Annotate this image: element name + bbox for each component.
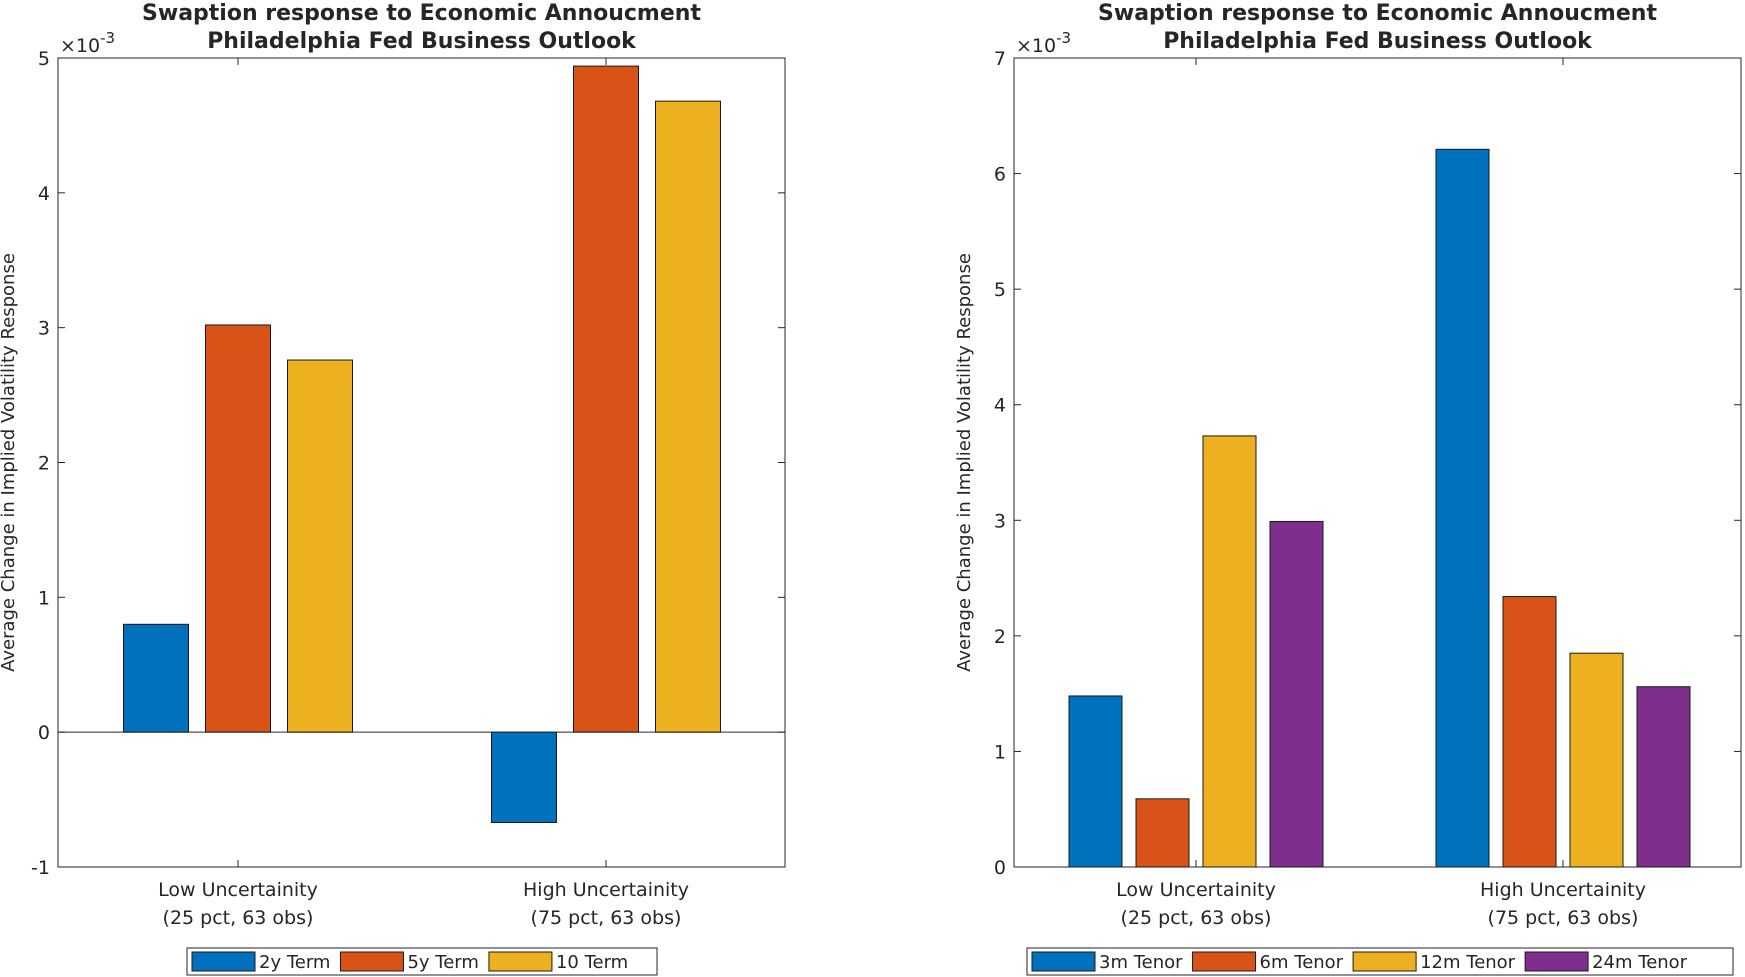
bar <box>1435 148 1490 868</box>
left-chart: Swaption response to Economic Annoucment… <box>0 1 786 976</box>
y-tick-label: 5 <box>38 48 50 70</box>
y-axis-label: Average Change in Implied Volatility Res… <box>954 253 975 672</box>
plot-area <box>1013 57 1742 868</box>
legend-entry: 24m Tenor <box>1592 952 1688 973</box>
y-tick-label: 2 <box>994 626 1006 648</box>
x-tick-sublabel: (25 pct, 63 obs) <box>163 907 314 929</box>
y-tick-label: -1 <box>31 857 50 879</box>
bar <box>1068 695 1123 868</box>
bar <box>287 359 353 733</box>
bar <box>123 623 189 733</box>
bar <box>655 100 721 733</box>
y-exponent-label: ×10-3 <box>60 29 115 57</box>
x-tick-label: High Uncertainity <box>1480 879 1646 901</box>
x-tick-sublabel: (75 pct, 63 obs) <box>531 907 682 929</box>
x-tick-sublabel: (75 pct, 63 obs) <box>1488 907 1639 929</box>
bar <box>205 324 271 733</box>
legend-swatch <box>1192 951 1257 972</box>
chart-subtitle: Philadelphia Fed Business Outlook <box>207 29 637 54</box>
y-axis-label: Average Change in Implied Volatility Res… <box>0 253 19 672</box>
chart-title: Swaption response to Economic Annoucment <box>142 1 701 26</box>
y-tick-label: 5 <box>994 279 1006 301</box>
legend-entry: 6m Tenor <box>1260 952 1344 973</box>
y-tick-label: 0 <box>38 722 50 744</box>
y-tick-label: 4 <box>38 183 50 205</box>
y-tick-label: 0 <box>994 857 1006 879</box>
chart-title: Swaption response to Economic Annoucment <box>1098 1 1657 26</box>
bar <box>1502 596 1557 868</box>
y-tick-label: 3 <box>994 510 1006 532</box>
y-exponent-base: ×10 <box>60 35 100 57</box>
y-tick-label: 2 <box>38 453 50 475</box>
legend-entry: 5y Term <box>407 952 478 973</box>
legend-entry: 12m Tenor <box>1420 952 1516 973</box>
y-tick-label: 6 <box>994 164 1006 186</box>
y-exponent-power: -3 <box>1056 29 1071 47</box>
y-tick-label: 1 <box>38 587 50 609</box>
y-tick-label: 1 <box>994 741 1006 763</box>
legend-entry: 10 Term <box>556 952 628 973</box>
x-tick-label: Low Uncertainity <box>158 879 318 901</box>
right-chart: Swaption response to Economic Annoucment… <box>954 1 1742 976</box>
legend-swatch <box>1031 951 1096 972</box>
y-tick-label: 3 <box>38 318 50 340</box>
bar <box>1569 652 1624 868</box>
legend-entry: 2y Term <box>259 952 330 973</box>
legend-box <box>186 947 658 976</box>
legend: 2y Term 5y Term 10 Term <box>186 947 658 976</box>
legend-swatch <box>1352 951 1417 972</box>
bar <box>573 65 639 733</box>
legend-swatch <box>191 951 256 972</box>
bar <box>1636 686 1691 868</box>
x-tick-sublabel: (25 pct, 63 obs) <box>1121 907 1272 929</box>
bar <box>1135 798 1190 868</box>
x-tick-label: High Uncertainity <box>523 879 689 901</box>
y-exponent-power: -3 <box>100 29 115 47</box>
legend-entry: 3m Tenor <box>1099 952 1183 973</box>
legend: 3m Tenor 6m Tenor 12m Tenor 24m Tenor <box>1026 947 1734 976</box>
x-tick-label: Low Uncertainity <box>1116 879 1276 901</box>
y-exponent-label: ×10-3 <box>1016 29 1071 57</box>
chart-subtitle: Philadelphia Fed Business Outlook <box>1163 29 1593 54</box>
legend-swatch <box>488 951 553 972</box>
y-tick-label: 7 <box>994 48 1006 70</box>
bar <box>491 731 557 824</box>
legend-swatch <box>1524 951 1589 972</box>
y-tick-label: 4 <box>994 395 1006 417</box>
legend-swatch <box>339 951 404 972</box>
bar <box>1269 520 1324 868</box>
y-exponent-base: ×10 <box>1016 35 1056 57</box>
bar <box>1202 435 1257 868</box>
